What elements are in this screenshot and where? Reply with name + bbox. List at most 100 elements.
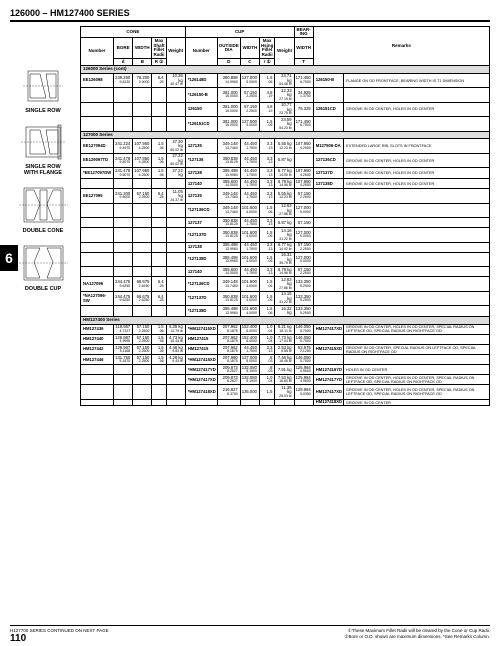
table-cell: [114, 385, 133, 399]
table-cell: 355.60014.0000: [217, 267, 240, 277]
table-cell: 1.5.06: [259, 73, 275, 87]
table-cell: 249.2509.8130: [114, 73, 133, 87]
table-cell: 24.59 kg54.23 lb: [275, 117, 294, 131]
table-cell: EE126098: [81, 73, 114, 87]
table-cell: 101.6004.0000: [240, 277, 259, 291]
remark-cell: [344, 242, 490, 252]
table-cell: 3.3.13: [259, 179, 275, 189]
table-cell: 1.5.06: [259, 117, 275, 131]
table-cell: [166, 218, 185, 228]
table-cell: [166, 252, 185, 266]
cup-number-header: Number: [185, 38, 217, 66]
table-cell: [166, 277, 185, 291]
table-cell: .8.03: [259, 355, 275, 365]
table-cell: 126150-B: [313, 73, 343, 87]
table-cell: [166, 203, 185, 217]
table-cell: *HM127415XD: [185, 355, 217, 365]
table-cell: HM127446: [81, 355, 114, 365]
table-cell: 6.77 kg14.92 lb: [275, 242, 294, 252]
table-row: *127137D350.83813.8125101.6004.00001.5.0…: [81, 228, 490, 242]
table-cell: 3.3.13: [259, 218, 275, 228]
table-cell: 57.150: [294, 218, 313, 228]
table-cell: 216.8278.3750: [217, 385, 240, 399]
remark-cell: [344, 306, 490, 317]
table-cell: [81, 117, 114, 131]
table-cell: 132.0805.1900: [240, 375, 259, 385]
table-cell: 44.4501.7500: [240, 153, 259, 167]
table-cell: 1.5.06: [259, 252, 275, 266]
table-cell: .8.03: [259, 365, 275, 375]
table-cell: 101.6004.0000: [240, 203, 259, 217]
table-cell: 349.14813.7460: [217, 139, 240, 153]
table-cell: [152, 218, 166, 228]
table-cell: [114, 242, 133, 252]
table-cell: [240, 399, 259, 405]
table-cell: [313, 267, 343, 277]
table-cell: [133, 88, 152, 102]
table-cell: 119.9574.7227: [114, 324, 133, 334]
table-cell: 57.1502.2500: [294, 189, 313, 203]
table-cell: EE127095: [81, 189, 114, 203]
T-symbol: T: [294, 59, 313, 66]
table-cell: [133, 306, 152, 317]
table-cell: [313, 88, 343, 102]
remark-cell: [344, 355, 490, 365]
table-cell: [81, 179, 114, 189]
table-cell: [133, 228, 152, 242]
table-cell: [294, 399, 313, 405]
table-cell: [81, 228, 114, 242]
table-cell: 107.9504.2500: [294, 139, 313, 153]
table-cell: 381.00015.0000: [217, 88, 240, 102]
table-cell: [81, 102, 114, 116]
cup-header: CUP: [185, 27, 294, 38]
table-row: HM127442129.9675.116857.1502.25001.5.064…: [81, 345, 490, 355]
table-cell: 14.16 kg31.22 lb: [275, 291, 294, 305]
table-cell: 7.73 kg17.04 lb: [275, 335, 294, 345]
table-cell: 127135: [185, 139, 217, 153]
remark-cell: EXTENDED LARGE RIB, SLOTS IN FRONTFACE: [344, 139, 490, 153]
table-cell: 127140: [185, 179, 217, 189]
table-cell: 101.6004.0000: [240, 252, 259, 266]
table-cell: 207.9628.1875: [217, 335, 240, 345]
table-cell: 127137D: [313, 168, 343, 179]
table-cell: 355.49813.9960: [217, 168, 240, 179]
table-cell: [152, 365, 166, 375]
table-cell: [133, 375, 152, 385]
table-cell: 101.6004.0000: [240, 228, 259, 242]
table-cell: [166, 375, 185, 385]
table-cell: [114, 252, 133, 266]
table-cell: HM127440: [81, 335, 114, 345]
table-cell: [133, 179, 152, 189]
B-symbol: B: [133, 59, 152, 66]
remark-cell: [344, 88, 490, 102]
table-cell: 1.5.06: [259, 203, 275, 217]
table-cell: 16.32 kg35.79 lb: [275, 252, 294, 266]
table-cell: [81, 203, 114, 217]
table-cell: [313, 277, 343, 291]
table-cell: *HM127417XD: [185, 375, 217, 385]
table-cell: [114, 88, 133, 102]
table-cell: 355.49813.9960: [217, 242, 240, 252]
table-cell: 152.4006.0000: [240, 324, 259, 334]
remark-cell: [344, 228, 490, 242]
table-cell: 127138: [185, 242, 217, 252]
table-cell: 44.4501.7500: [240, 345, 259, 355]
table-row: *127138D355.49813.9960101.6004.00001.5.0…: [81, 252, 490, 266]
table-cell: [114, 102, 133, 116]
remark-cell: GROOVE IN OD CENTER, SPECIAL RADIUS ON L…: [344, 345, 490, 355]
table-body: 126000 Series (cont)EE126098249.2509.813…: [81, 66, 490, 406]
table-cell: [114, 117, 133, 131]
table-cell: [152, 117, 166, 131]
D-symbol: D: [217, 59, 240, 66]
table-cell: 2.53 kg5.58 lb: [275, 345, 294, 355]
table-cell: *HM127418XD: [185, 385, 217, 399]
table-cell: [81, 365, 114, 375]
table-row: 127138355.49813.996044.4501.75003.3.136.…: [81, 242, 490, 252]
remark-cell: [344, 189, 490, 203]
table-cell: 128.9845.0350: [294, 385, 313, 399]
remark-cell: [344, 218, 490, 228]
table-cell: 1.5.06: [152, 139, 166, 153]
table-cell: *EE127097DW: [81, 168, 114, 179]
table-cell: 57.1502.2500: [133, 189, 152, 203]
table-cell: [114, 267, 133, 277]
